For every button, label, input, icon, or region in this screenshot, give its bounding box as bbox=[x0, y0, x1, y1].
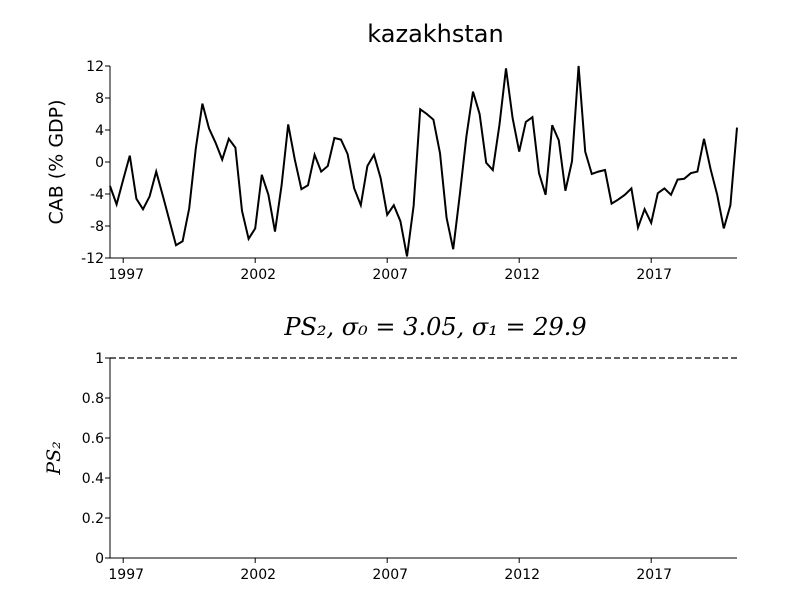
x-tick-label: 1997 bbox=[108, 267, 144, 283]
x-tick-label: 2007 bbox=[372, 567, 408, 583]
y-tick-label: 8 bbox=[95, 91, 104, 107]
x-tick-label: 2007 bbox=[372, 267, 408, 283]
chart-title: kazakhstan bbox=[367, 20, 503, 48]
y-axis-label: CAB (% GDP) bbox=[46, 99, 68, 224]
y-tick-label: 0.2 bbox=[82, 511, 104, 527]
y-tick-label: 0 bbox=[95, 551, 104, 567]
y-axis-label: PS₂ bbox=[43, 441, 65, 475]
y-tick-label: 4 bbox=[95, 123, 104, 139]
chart-title: PS₂, σ₀ = 3.05, σ₁ = 29.9 bbox=[283, 313, 586, 341]
x-tick-label: 2012 bbox=[504, 567, 540, 583]
line-series bbox=[109, 65, 738, 257]
x-tick-label: 2002 bbox=[240, 267, 276, 283]
y-tick-label: 1 bbox=[95, 351, 104, 367]
x-tick-label: 2017 bbox=[636, 267, 672, 283]
x-tick-label: 2002 bbox=[240, 567, 276, 583]
y-tick-label: -4 bbox=[90, 187, 104, 203]
x-tick-label: 2017 bbox=[636, 567, 672, 583]
x-tick-label: 2012 bbox=[504, 267, 540, 283]
x-tick-label: 1997 bbox=[108, 567, 144, 583]
y-tick-label: 0 bbox=[95, 155, 104, 171]
y-tick-label: 0.4 bbox=[82, 471, 104, 487]
y-tick-label: -12 bbox=[81, 251, 104, 267]
y-tick-label: 0.8 bbox=[82, 391, 104, 407]
y-tick-label: 12 bbox=[86, 59, 104, 75]
y-tick-label: 0.6 bbox=[82, 431, 104, 447]
y-tick-label: -8 bbox=[90, 219, 104, 235]
